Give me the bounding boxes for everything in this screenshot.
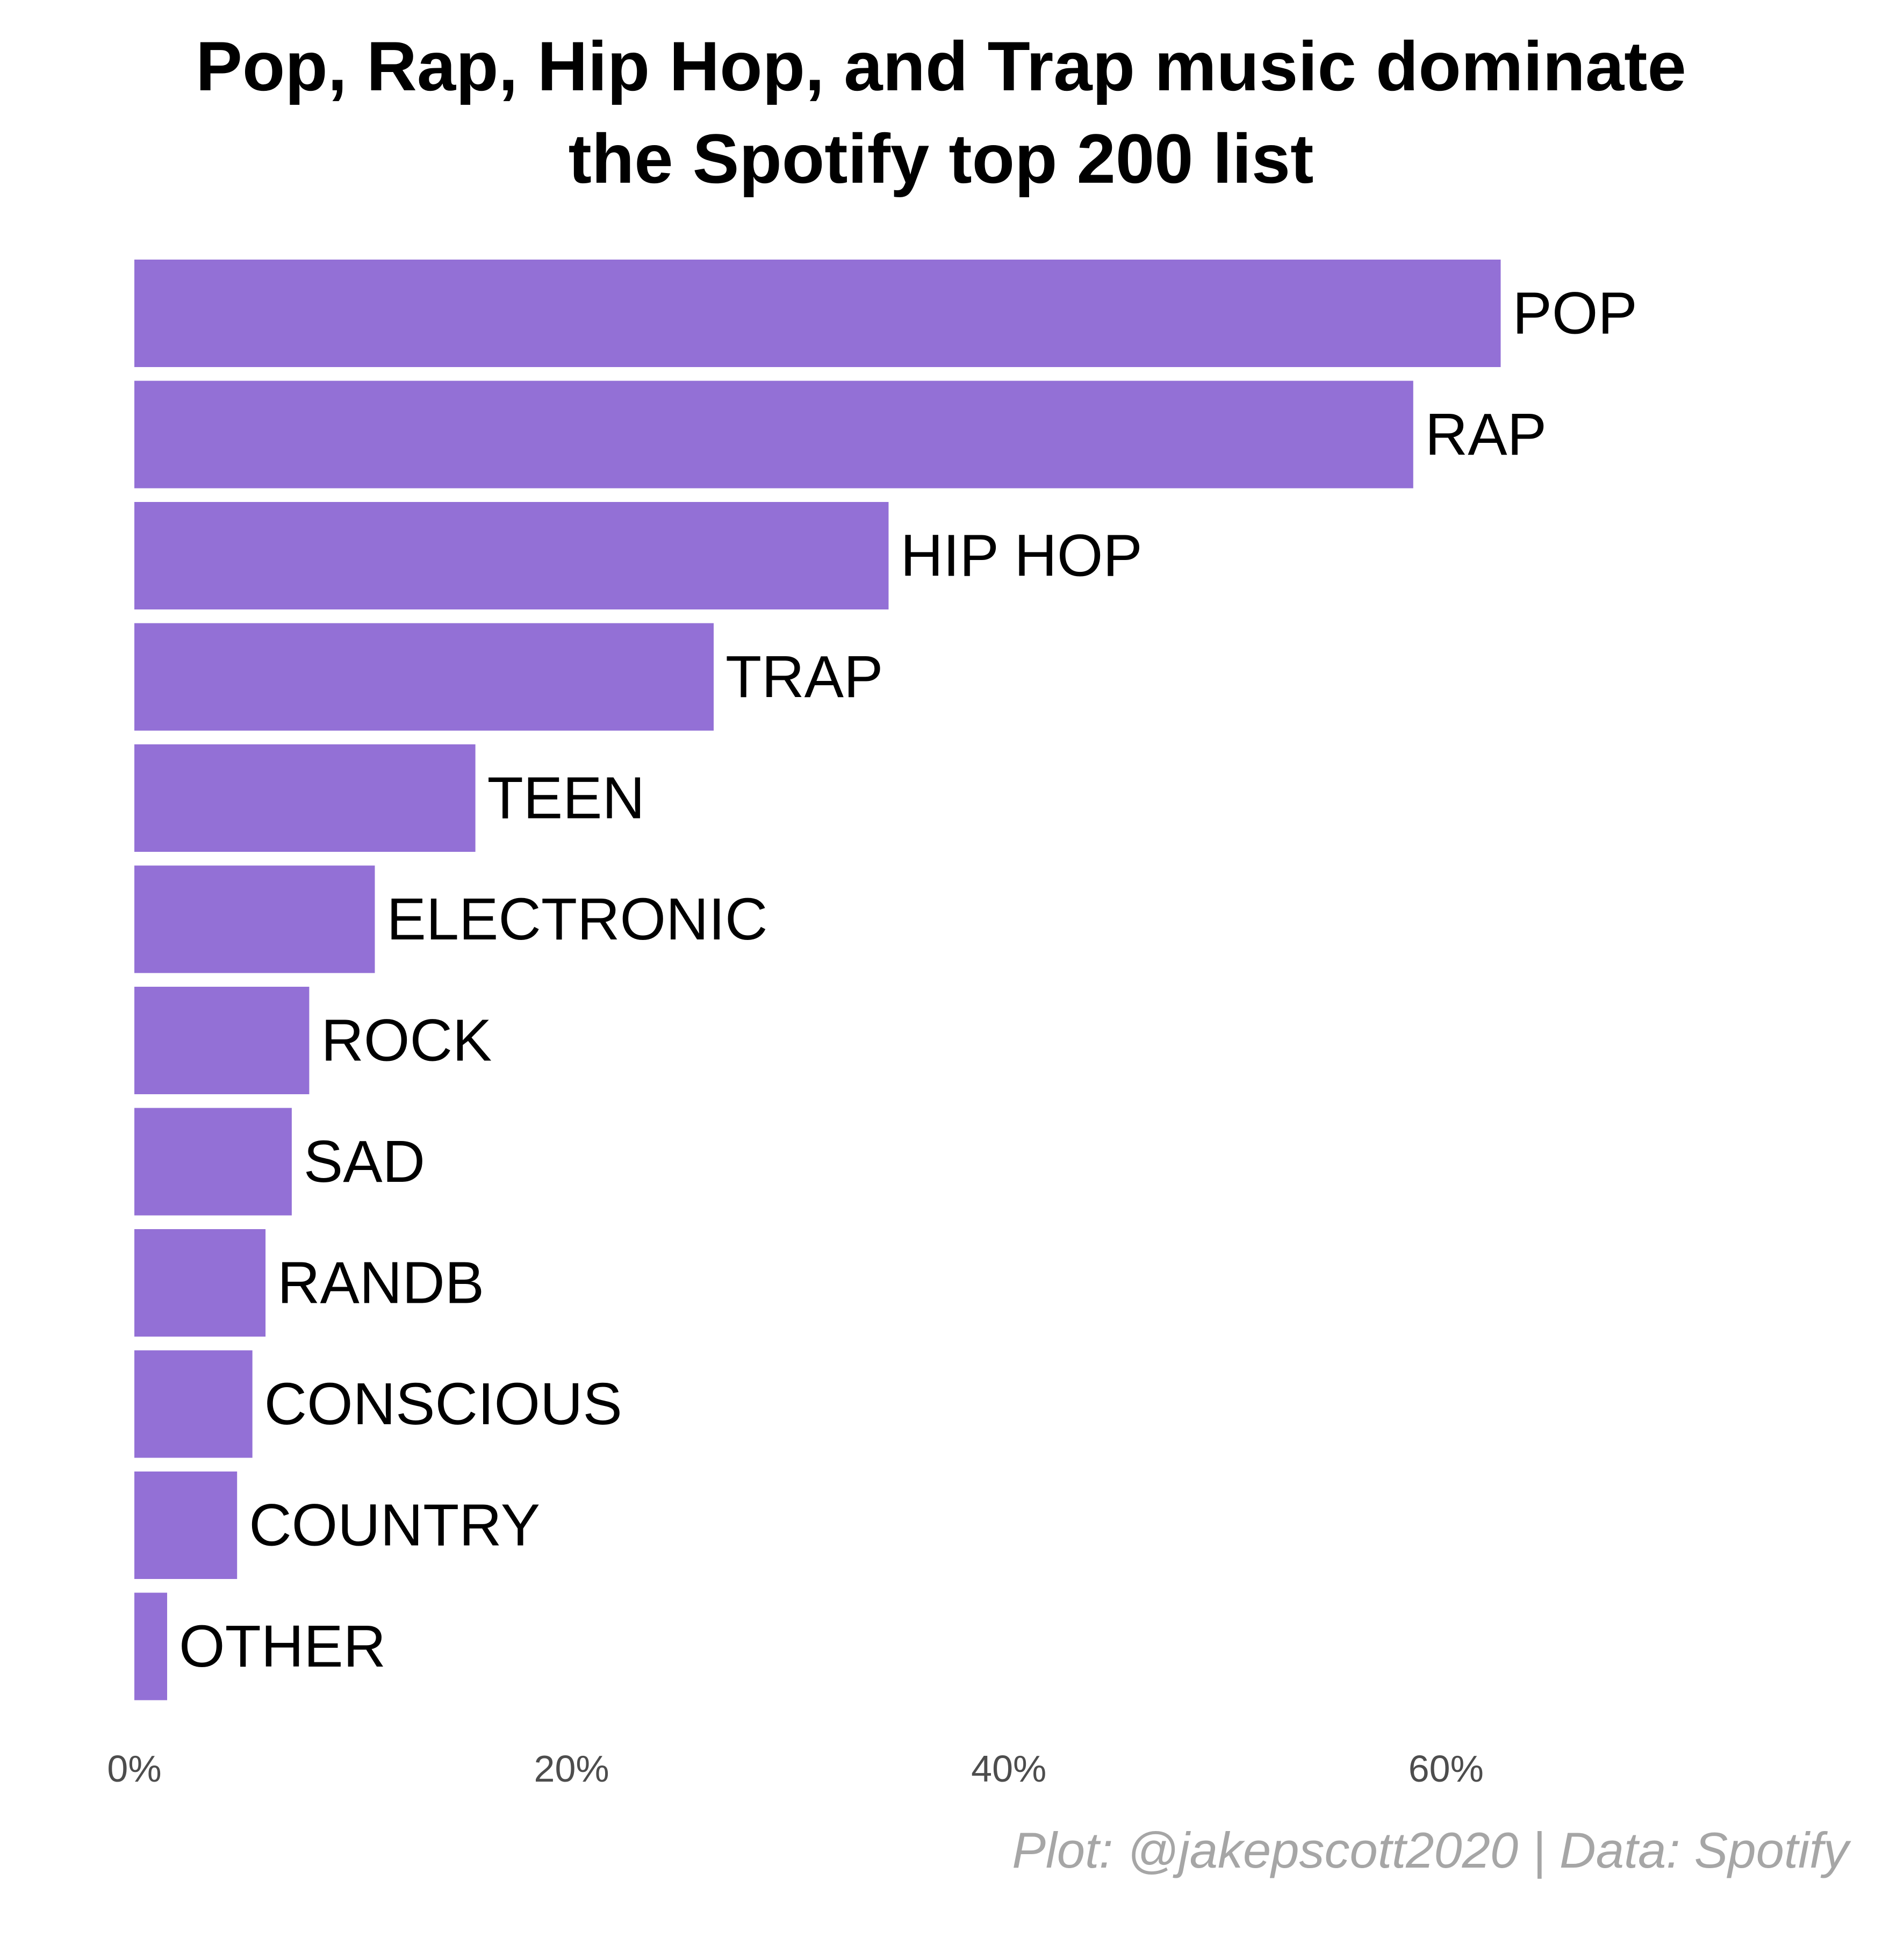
chart-title-line-1: Pop, Rap, Hip Hop, and Trap music domina… xyxy=(196,27,1686,105)
caption: Plot: @jakepscott2020 | Data: Spotify xyxy=(1012,1822,1851,1879)
x-tick-label-60: 60% xyxy=(1409,1748,1484,1790)
bar-label-rap: RAP xyxy=(1425,401,1547,468)
bar-label-rock: ROCK xyxy=(321,1008,492,1074)
bar-label-trap: TRAP xyxy=(725,644,883,710)
bar-label-other: OTHER xyxy=(179,1613,386,1679)
bar-label-pop: POP xyxy=(1513,281,1637,347)
bar-pop xyxy=(134,260,1501,367)
bar-rock xyxy=(134,987,310,1094)
bar-label-teen: TEEN xyxy=(487,765,645,831)
x-tick-label-40: 40% xyxy=(971,1748,1046,1790)
bar-label-country: COUNTRY xyxy=(249,1492,540,1559)
chart-title-line-2: the Spotify top 200 list xyxy=(569,119,1314,198)
bar-randb xyxy=(134,1229,266,1337)
bar-country xyxy=(134,1472,238,1579)
bars-group xyxy=(134,260,1501,1700)
bar-other xyxy=(134,1592,168,1700)
x-axis-ticks: 0% 20% 40% 60% xyxy=(107,1748,1483,1790)
bar-label-randb: RANDB xyxy=(277,1250,484,1316)
x-tick-label-20: 20% xyxy=(534,1748,609,1790)
bar-label-conscious: CONSCIOUS xyxy=(264,1371,622,1437)
bar-sad xyxy=(134,1108,292,1216)
bar-label-sad: SAD xyxy=(304,1129,425,1195)
bar-rap xyxy=(134,381,1413,489)
bar-electronic xyxy=(134,865,375,973)
bar-label-electronic: ELECTRONIC xyxy=(386,886,767,952)
x-tick-label-0: 0% xyxy=(107,1748,161,1790)
bar-label-hip-hop: HIP HOP xyxy=(900,523,1142,589)
bar-hip-hop xyxy=(134,502,889,609)
bar-conscious xyxy=(134,1350,253,1458)
bar-labels-group: POP RAP HIP HOP TRAP TEEN ELECTRONIC ROCK SAD RA… xyxy=(179,281,1637,1680)
bar-teen xyxy=(134,744,476,852)
bar-trap xyxy=(134,623,714,731)
